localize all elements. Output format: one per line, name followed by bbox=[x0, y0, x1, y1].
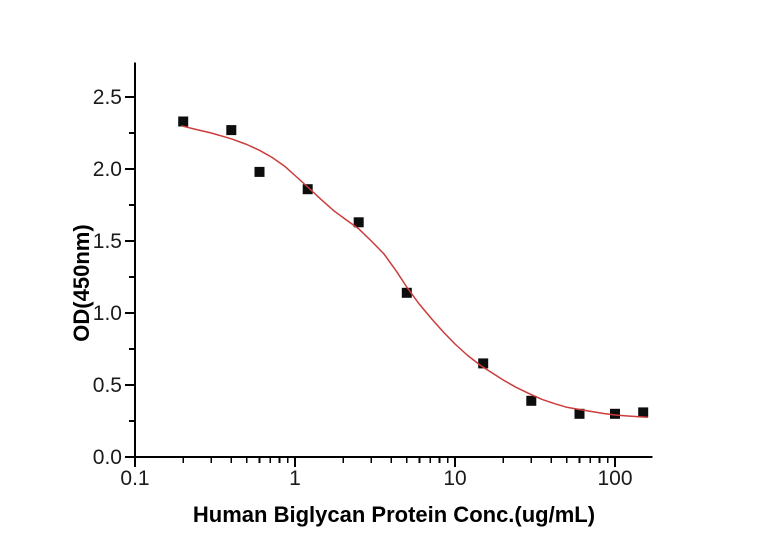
data-point-marker bbox=[178, 116, 189, 127]
data-point-marker bbox=[226, 125, 237, 136]
x-tick-label: 10 bbox=[443, 467, 466, 490]
data-point-marker bbox=[302, 184, 313, 195]
y-tick-label: 2.0 bbox=[93, 158, 122, 181]
x-axis-title: Human Biglycan Protein Conc.(ug/mL) bbox=[192, 502, 596, 527]
data-point-marker bbox=[638, 407, 649, 418]
y-tick-label: 1.0 bbox=[93, 302, 122, 325]
data-point-marker bbox=[254, 166, 265, 177]
x-tick-label: 100 bbox=[597, 467, 632, 490]
y-tick-label: 0.0 bbox=[93, 446, 122, 469]
x-tick-label: 1 bbox=[289, 467, 301, 490]
y-tick-label: 0.5 bbox=[93, 374, 122, 397]
data-point-marker bbox=[526, 395, 537, 406]
y-axis-title: OD(450nm) bbox=[69, 224, 94, 342]
x-tick-label: 0.1 bbox=[120, 467, 149, 490]
data-point-marker bbox=[401, 287, 412, 298]
data-point-marker bbox=[353, 217, 364, 228]
y-tick-label: 1.5 bbox=[93, 230, 122, 253]
data-point-marker bbox=[610, 408, 620, 419]
fit-curve-line bbox=[181, 125, 648, 419]
data-point-marker bbox=[478, 358, 489, 369]
data-point-marker bbox=[574, 408, 585, 419]
y-tick-label: 2.5 bbox=[93, 86, 122, 109]
